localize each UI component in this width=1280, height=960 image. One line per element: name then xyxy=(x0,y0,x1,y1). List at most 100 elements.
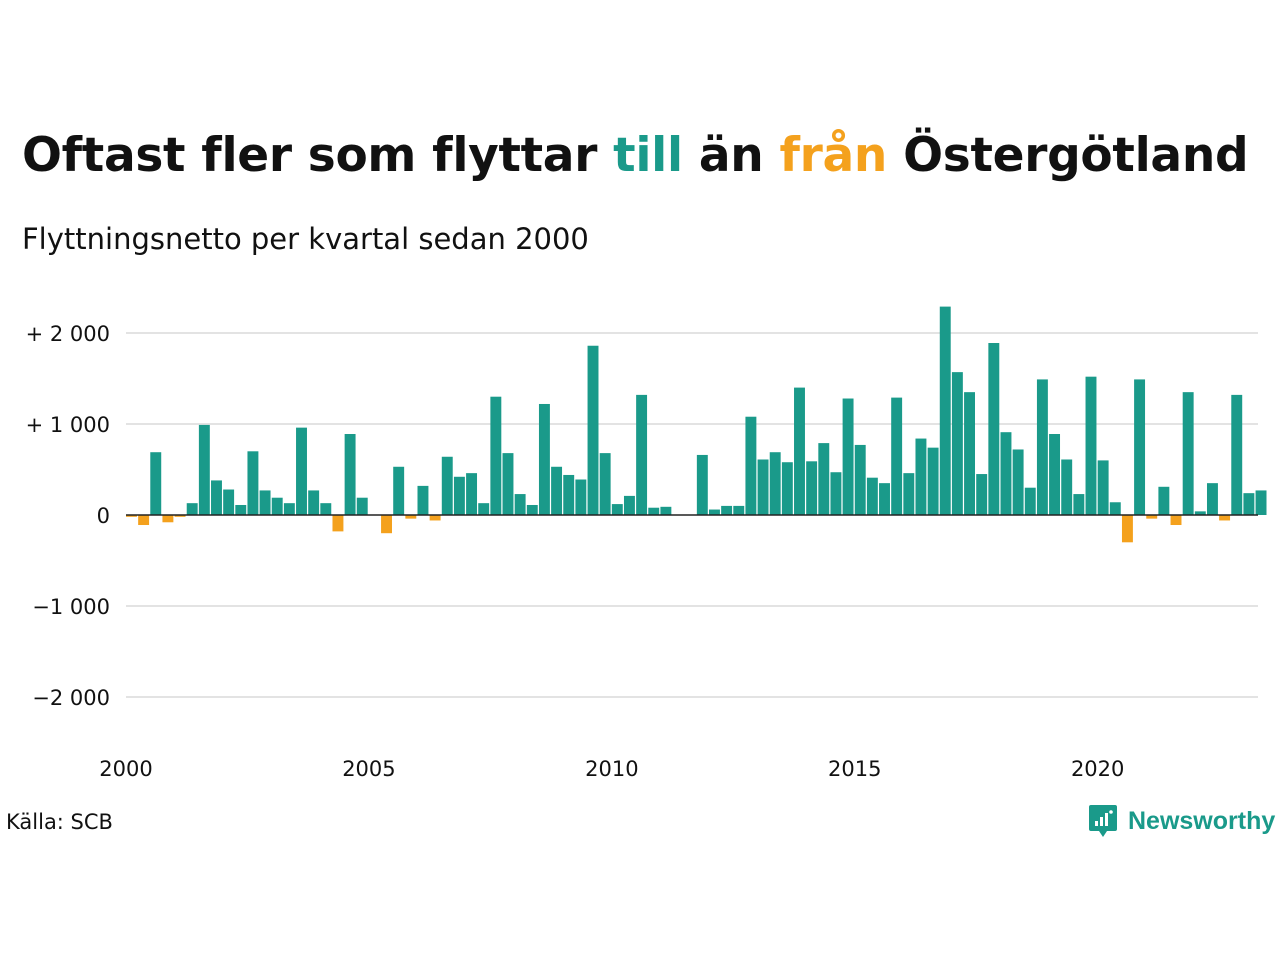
bar xyxy=(150,452,162,515)
bar xyxy=(830,472,842,515)
bar xyxy=(903,473,915,515)
bar xyxy=(1012,449,1024,515)
bar xyxy=(806,461,818,515)
source-note: Källa: SCB xyxy=(6,810,113,834)
bar xyxy=(976,474,988,515)
bar xyxy=(381,515,392,534)
bar xyxy=(915,438,927,515)
bar xyxy=(1255,490,1267,515)
x-tick-label: 2010 xyxy=(585,757,638,781)
bar xyxy=(223,489,235,515)
bar xyxy=(927,447,939,515)
bar xyxy=(575,479,587,515)
bar xyxy=(611,504,623,515)
bar xyxy=(781,462,793,515)
bar xyxy=(1219,515,1231,521)
bar xyxy=(1024,487,1036,515)
title-part-5: Östergötland xyxy=(887,128,1249,183)
x-tick-label: 2000 xyxy=(99,757,152,781)
grid-lines xyxy=(126,332,1258,698)
bar xyxy=(551,466,563,515)
bar xyxy=(1243,493,1255,515)
bar xyxy=(441,456,453,515)
bar xyxy=(198,424,210,515)
bar xyxy=(332,515,344,532)
axes: + 2 000 + 1 000 0 −1 000 −2 000 2000 2005 2010 2… xyxy=(26,322,1258,781)
bar xyxy=(538,403,550,515)
bar xyxy=(1206,483,1218,515)
chart-subtitle: Flyttningsnetto per kvartal sedan 2000 xyxy=(22,222,589,256)
bar xyxy=(964,392,975,515)
bar xyxy=(891,397,903,515)
bar xyxy=(502,453,514,515)
bar xyxy=(709,509,720,515)
newsworthy-logo[interactable]: Newsworthy xyxy=(1088,803,1275,839)
newsworthy-logo-icon xyxy=(1089,805,1117,837)
bar xyxy=(466,473,478,515)
bar xyxy=(526,504,538,515)
bar xyxy=(186,503,198,515)
bar xyxy=(1170,515,1182,526)
bar xyxy=(1194,511,1206,515)
bar xyxy=(1085,376,1097,515)
bar xyxy=(623,495,635,515)
bars xyxy=(126,306,1267,543)
bar xyxy=(648,507,660,515)
bar xyxy=(514,494,526,515)
bar xyxy=(174,515,186,517)
chart-title: Oftast fler som flyttar till än från Öst… xyxy=(22,128,1249,184)
bar xyxy=(478,503,490,515)
bar xyxy=(842,398,854,515)
x-tick-label: 2020 xyxy=(1071,757,1124,781)
y-tick-label: 0 xyxy=(97,504,110,528)
bar xyxy=(745,416,757,515)
bar xyxy=(660,506,672,515)
bar xyxy=(1134,379,1146,515)
bar xyxy=(308,490,320,515)
bar xyxy=(988,343,1000,515)
bar xyxy=(939,306,951,515)
bar xyxy=(1061,459,1073,515)
y-tick-label: + 1 000 xyxy=(26,413,110,437)
bar xyxy=(769,452,781,515)
bar xyxy=(162,515,174,523)
bar xyxy=(138,515,150,526)
bar xyxy=(126,515,137,517)
bar xyxy=(696,454,708,515)
bar xyxy=(271,497,283,515)
bar xyxy=(636,394,648,515)
bar xyxy=(1097,460,1109,515)
bar xyxy=(951,372,963,515)
x-tick-label: 2005 xyxy=(342,757,395,781)
bar xyxy=(417,485,429,515)
bar xyxy=(453,476,465,515)
bar xyxy=(1109,502,1121,515)
bar xyxy=(1073,494,1085,515)
bar xyxy=(1182,392,1194,515)
title-part-till: till xyxy=(613,128,683,183)
title-part-3: än xyxy=(682,128,780,183)
bar xyxy=(283,503,295,515)
bar xyxy=(1049,434,1061,515)
bar xyxy=(563,474,575,515)
bar xyxy=(235,504,247,515)
bar xyxy=(247,451,259,515)
bar xyxy=(1121,515,1133,543)
bar xyxy=(344,434,356,515)
bar xyxy=(211,480,222,515)
bar xyxy=(879,483,890,515)
bar xyxy=(259,490,271,515)
x-tick-label: 2015 xyxy=(828,757,881,781)
bar xyxy=(587,345,599,515)
bar xyxy=(757,459,769,515)
bar xyxy=(866,477,878,515)
bar xyxy=(1146,515,1158,519)
bar xyxy=(490,396,502,515)
title-part-fran: från xyxy=(779,128,888,183)
brand-name: Newsworthy xyxy=(1128,806,1276,835)
y-tick-label: + 2 000 xyxy=(26,322,110,346)
bar xyxy=(405,515,417,519)
bar xyxy=(393,466,405,515)
bar xyxy=(296,427,307,515)
bar xyxy=(1231,394,1243,515)
